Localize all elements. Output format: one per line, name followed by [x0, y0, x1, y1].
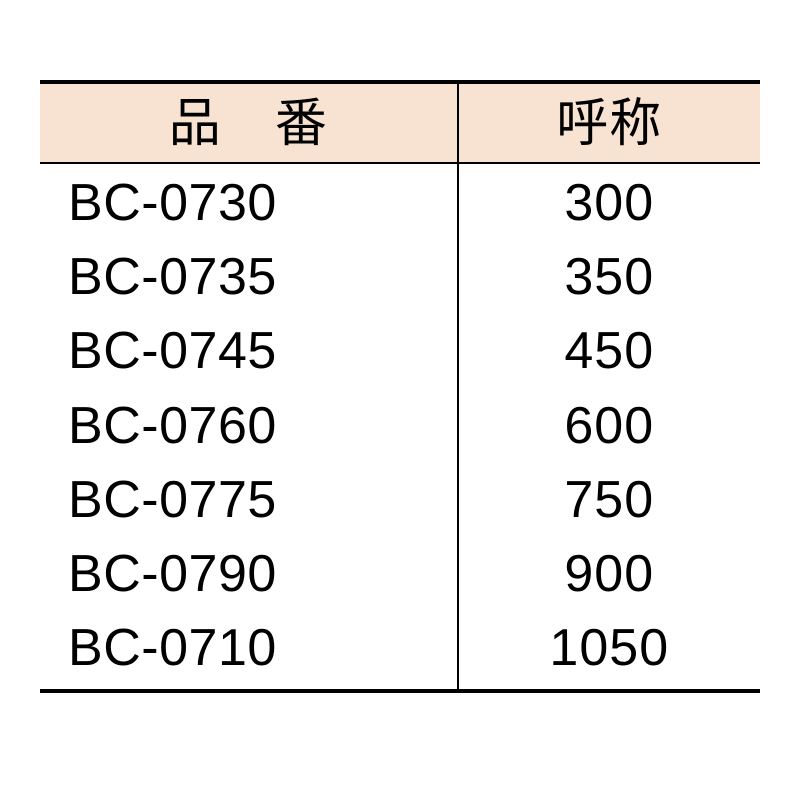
table-header-row: 品 番 呼称	[40, 82, 760, 163]
cell-product-number: BC-0760	[40, 387, 458, 461]
cell-product-number: BC-0790	[40, 535, 458, 609]
cell-designation: 1050	[458, 609, 760, 691]
table-row: BC-0760 600	[40, 387, 760, 461]
header-product-number: 品 番	[40, 82, 458, 163]
cell-product-number: BC-0735	[40, 238, 458, 312]
cell-designation: 350	[458, 238, 760, 312]
cell-designation: 750	[458, 461, 760, 535]
table-row: BC-0730 300	[40, 163, 760, 238]
cell-product-number: BC-0775	[40, 461, 458, 535]
cell-designation: 300	[458, 163, 760, 238]
page: 品 番 呼称 BC-0730 300 BC-0735 350 BC-0745 4…	[0, 0, 800, 800]
header-designation: 呼称	[458, 82, 760, 163]
cell-product-number: BC-0730	[40, 163, 458, 238]
table-row: BC-0745 450	[40, 312, 760, 386]
cell-product-number: BC-0710	[40, 609, 458, 691]
cell-designation: 900	[458, 535, 760, 609]
header-product-number-char1: 品 番	[169, 95, 328, 153]
cell-product-number: BC-0745	[40, 312, 458, 386]
cell-designation: 450	[458, 312, 760, 386]
cell-designation: 600	[458, 387, 760, 461]
table-row: BC-0775 750	[40, 461, 760, 535]
table-row: BC-0735 350	[40, 238, 760, 312]
product-table: 品 番 呼称 BC-0730 300 BC-0735 350 BC-0745 4…	[40, 80, 760, 693]
table-row: BC-0710 1050	[40, 609, 760, 691]
table-row: BC-0790 900	[40, 535, 760, 609]
